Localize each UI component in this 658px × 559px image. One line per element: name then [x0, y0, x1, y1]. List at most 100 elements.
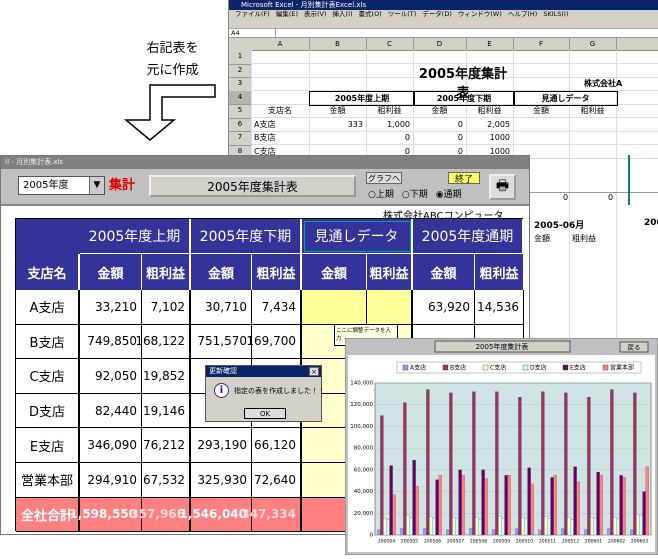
bar — [547, 518, 551, 536]
value-cell: 168,122 — [135, 324, 191, 360]
bar — [412, 459, 416, 536]
y-tick-label: 80,000 — [354, 446, 374, 452]
x-tick-label: 200601 — [585, 539, 602, 545]
legend-swatch — [402, 364, 409, 371]
cell: 粗利益 — [572, 234, 596, 243]
x-tick-label: 200508 — [470, 539, 487, 545]
bar — [515, 528, 519, 536]
back-button[interactable] — [619, 341, 649, 353]
bar — [406, 515, 410, 536]
arrow-shape — [123, 84, 216, 141]
bar — [561, 528, 565, 536]
legend-box — [396, 361, 642, 374]
form-toolbar: 2005年度 ▼ 集計 2005年度集計表 グラフへ 終了 ○上期 ○下期 ◉通… — [1, 169, 529, 206]
grid-row — [251, 130, 658, 132]
bar — [607, 528, 611, 536]
bar — [438, 475, 442, 536]
bar — [475, 517, 479, 536]
cell: 金額 — [534, 234, 550, 243]
value-cell: 63,920 — [413, 290, 475, 325]
bar — [458, 469, 462, 536]
grid-col — [616, 50, 617, 340]
value-cell: 294,910 — [80, 463, 142, 498]
bar — [527, 467, 531, 536]
bar — [573, 466, 577, 536]
grid-col — [569, 50, 570, 340]
bar — [403, 402, 407, 536]
dropdown-arrow[interactable]: ▼ — [89, 177, 104, 194]
bar — [630, 529, 634, 536]
legend-label: D支店 — [530, 364, 547, 372]
value-cell: 346,090 — [80, 428, 142, 463]
subheader-cell: 粗利益 — [377, 106, 402, 115]
bar — [538, 529, 542, 536]
menu-item[interactable]: 編集(E) — [275, 10, 298, 18]
menu-item[interactable]: SKILS(I) — [543, 10, 569, 18]
grid-row — [251, 63, 658, 64]
cell: 0 — [404, 133, 410, 142]
subheader-cell: 粗利益 — [367, 254, 413, 290]
menu-item[interactable]: ツール(T) — [387, 10, 417, 18]
subheader-cell: 粗利益 — [142, 254, 191, 290]
excel-title: Microsoft Excel - 月別集計表Excel.xls — [229, 0, 658, 10]
radio[interactable]: ○上期 — [368, 189, 394, 200]
menu-item[interactable]: ウィンドウ(W) — [457, 10, 502, 18]
run-button[interactable]: 集計 — [109, 178, 136, 193]
exit-button[interactable]: 終了 — [448, 172, 480, 185]
cell: B支店 — [254, 133, 276, 142]
branch-cell: D支店 — [16, 393, 80, 429]
bar — [544, 516, 548, 536]
menu-item[interactable]: 挿入(I) — [332, 10, 353, 18]
subheader-cell: 支店名 — [16, 254, 80, 290]
radio[interactable]: ○下期 — [401, 189, 428, 200]
menu-item[interactable]: 書式(O) — [358, 10, 382, 18]
bar — [596, 471, 600, 536]
branch-cell: B支店 — [16, 324, 80, 360]
cell: 0 — [457, 119, 463, 129]
value-cell: 67,532 — [142, 463, 191, 498]
value-cell: 325,930 — [191, 463, 252, 498]
ok-button[interactable]: OK — [244, 408, 286, 419]
bar — [622, 477, 626, 536]
bar — [584, 529, 588, 536]
bar — [642, 491, 646, 536]
bar — [426, 389, 430, 536]
value-cell: 19,146 — [142, 393, 191, 429]
graph-button[interactable]: グラフへ — [366, 172, 402, 184]
radio[interactable]: ◉通期 — [435, 189, 462, 200]
menu-item[interactable]: 表示(V) — [304, 10, 327, 18]
value-cell: 92,050 — [80, 359, 142, 394]
title-box — [434, 340, 571, 353]
value-cell — [302, 290, 367, 325]
cell: A支店 — [254, 119, 276, 129]
bar — [564, 392, 568, 536]
column-header: G — [569, 38, 617, 50]
x-tick-label: 200602 — [608, 539, 625, 545]
x-tick-label: 200511 — [539, 539, 556, 545]
row-header: 3 — [229, 77, 251, 92]
bar — [423, 528, 427, 536]
cell: 2,005 — [487, 119, 510, 129]
y-tick-label: 0 — [370, 533, 374, 539]
branch-cell: A支店 — [16, 290, 80, 325]
header-cell: 2005年度下期 — [191, 219, 302, 254]
menu-item[interactable]: データ(D) — [422, 10, 452, 18]
back-label[interactable]: 戻る — [628, 344, 641, 352]
menu-item[interactable]: ヘルプ(H) — [507, 10, 538, 18]
menu-item[interactable]: ファイル(F) — [235, 10, 270, 18]
print-button[interactable]: 🖶 — [489, 174, 516, 200]
excel-toolbar — [229, 19, 658, 29]
formula-bar: A4 — [229, 29, 658, 38]
bar — [550, 477, 554, 536]
column-header: A — [251, 38, 310, 50]
year-dropdown[interactable]: 2005年度 ▼ — [18, 176, 105, 195]
dialog-close[interactable]: × — [309, 367, 319, 376]
header-cell — [16, 219, 81, 254]
column-header: C — [366, 38, 414, 50]
cell: 0 — [608, 193, 614, 202]
bar — [455, 518, 459, 536]
info-icon: i — [214, 383, 229, 398]
bar — [389, 465, 393, 536]
company: 株式会社ABCコンピュータ — [383, 211, 504, 222]
column-header-bar — [229, 38, 658, 51]
